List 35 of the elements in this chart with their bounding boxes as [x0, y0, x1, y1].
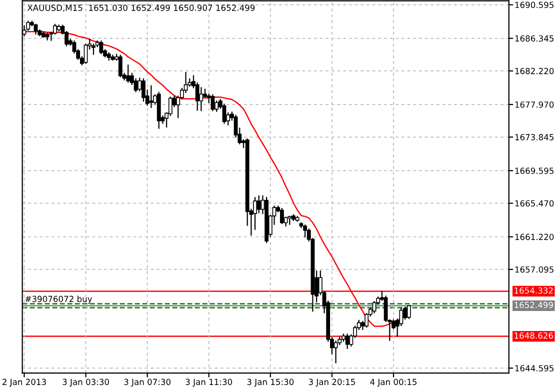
x-tick-label: 3 Jan 20:15 [308, 378, 355, 387]
candlestick [142, 78, 146, 102]
y-tick-label: 1690.595 [515, 2, 554, 8]
y-tick-label: 1661.220 [515, 234, 554, 240]
candlestick [210, 94, 215, 112]
candlestick [256, 195, 261, 214]
ref-line-label: 1648.626 [514, 332, 553, 339]
candlestick [149, 85, 154, 108]
y-tick-label: 1665.470 [515, 200, 554, 207]
x-tick-label: 3 Jan 15:30 [247, 378, 294, 387]
x-tick-label: 3 Jan 03:30 [62, 378, 109, 387]
y-tick-label: 1682.220 [515, 68, 554, 74]
y-tick-label: 1677.970 [515, 101, 554, 108]
candlestick [118, 54, 122, 78]
y-tick-label: 1673.845 [515, 134, 554, 140]
chart-title: XAUUSD,M15 1651.030 1652.499 1650.907 1652.499 [27, 4, 255, 12]
y-tick-label: 1669.595 [515, 168, 554, 174]
candlestick [303, 224, 307, 238]
candlestick [406, 305, 411, 319]
y-tick-label: 1644.595 [515, 365, 554, 372]
ref-line-label: 1654.332 [514, 287, 553, 294]
ref-line-label: #39076072 buy [25, 296, 92, 304]
candlestick [126, 64, 130, 83]
y-tick-label: 1657.095 [515, 266, 554, 273]
candlestick [99, 40, 104, 54]
candlestick [345, 334, 350, 349]
x-tick-label: 3 Jan 07:30 [124, 378, 171, 387]
candlestick [199, 87, 204, 112]
x-tick-label: 3 Jan 11:30 [186, 378, 232, 387]
ref-line-label: 1652.499 [514, 302, 553, 308]
candlestick [334, 340, 338, 364]
y-tick-label: 1686.345 [515, 35, 554, 42]
x-tick-label: 2 Jan 2013 [2, 378, 46, 387]
x-tick-label: 4 Jan 00:15 [370, 378, 417, 387]
candlestick [280, 208, 284, 224]
